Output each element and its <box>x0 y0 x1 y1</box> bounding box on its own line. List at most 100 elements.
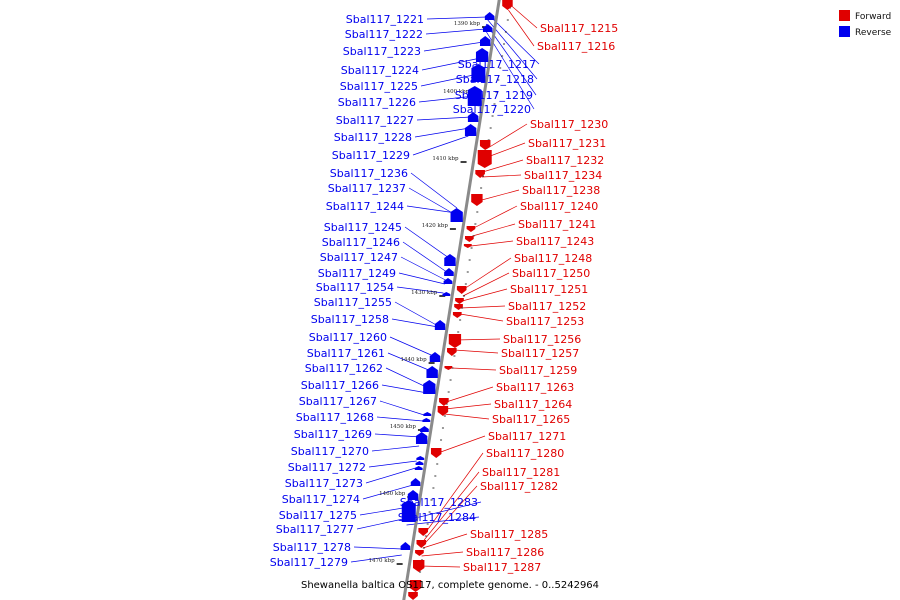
gene-label-sbal117_1224[interactable]: Sbal117_1224 <box>341 64 419 77</box>
gene-label-sbal117_1251[interactable]: Sbal117_1251 <box>510 283 588 296</box>
gene-label-sbal117_1287[interactable]: Sbal117_1287 <box>463 561 541 574</box>
gene-label-sbal117_1265[interactable]: Sbal117_1265 <box>492 413 570 426</box>
gene-label-sbal117_1249[interactable]: Sbal117_1249 <box>318 267 396 280</box>
gene-label-sbal117_1263[interactable]: Sbal117_1263 <box>496 381 574 394</box>
label-connector <box>404 226 450 259</box>
gene-label-sbal117_1254[interactable]: Sbal117_1254 <box>316 281 394 294</box>
scale-tick-label: 1470 kbp <box>369 558 396 564</box>
gene-label-sbal117_1237[interactable]: Sbal117_1237 <box>328 182 406 195</box>
gene-label-sbal117_1215[interactable]: Sbal117_1215 <box>540 22 618 35</box>
gene-label-sbal117_1282[interactable]: Sbal117_1282 <box>480 480 558 493</box>
gene-label-sbal117_1256[interactable]: Sbal117_1256 <box>503 333 581 346</box>
gene-label-sbal117_1261[interactable]: Sbal117_1261 <box>307 347 385 360</box>
gene-label-sbal117_1260[interactable]: Sbal117_1260 <box>309 331 387 344</box>
gene-label-sbal117_1221[interactable]: Sbal117_1221 <box>346 13 424 26</box>
scale-tick-label: 1400 kbp <box>443 89 470 95</box>
gene-label-sbal117_1226[interactable]: Sbal117_1226 <box>338 96 416 109</box>
gene-label-sbal117_1243[interactable]: Sbal117_1243 <box>516 235 594 248</box>
gene-label-sbal117_1271[interactable]: Sbal117_1271 <box>488 430 566 443</box>
gene-label-sbal117_1218[interactable]: Sbal117_1218 <box>456 73 534 86</box>
gene-label-sbal117_1220[interactable]: Sbal117_1220 <box>453 103 531 116</box>
gene-label-sbal117_1236[interactable]: Sbal117_1236 <box>330 167 408 180</box>
gene-label-sbal117_1250[interactable]: Sbal117_1250 <box>512 267 590 280</box>
label-connector <box>508 9 535 47</box>
gene-label-sbal117_1277[interactable]: Sbal117_1277 <box>276 523 354 536</box>
gene-label-sbal117_1268[interactable]: Sbal117_1268 <box>296 411 374 424</box>
gene-label-sbal117_1241[interactable]: Sbal117_1241 <box>518 218 596 231</box>
gene-label-sbal117_1244[interactable]: Sbal117_1244 <box>326 200 404 213</box>
label-connector <box>416 116 472 121</box>
gene-label-sbal117_1245[interactable]: Sbal117_1245 <box>324 221 402 234</box>
reverse-gene-glyph <box>482 24 493 32</box>
gene-label-sbal117_1255[interactable]: Sbal117_1255 <box>314 296 392 309</box>
gene-label-sbal117_1223[interactable]: Sbal117_1223 <box>343 45 421 58</box>
gene-label-sbal117_1285[interactable]: Sbal117_1285 <box>470 528 548 541</box>
gene-label-sbal117_1278[interactable]: Sbal117_1278 <box>273 541 351 554</box>
gene-label-sbal117_1269[interactable]: Sbal117_1269 <box>294 428 372 441</box>
gene-label-sbal117_1267[interactable]: Sbal117_1267 <box>299 395 377 408</box>
gene-label-sbal117_1283[interactable]: Sbal117_1283 <box>400 496 478 509</box>
gene-label-sbal117_1273[interactable]: Sbal117_1273 <box>285 477 363 490</box>
label-connector <box>402 241 447 273</box>
label-connector <box>425 28 486 35</box>
forward-gene-glyph <box>416 540 427 548</box>
gene-label-sbal117_1258[interactable]: Sbal117_1258 <box>311 313 389 326</box>
gene-label-sbal117_1228[interactable]: Sbal117_1228 <box>334 131 412 144</box>
gene-label-sbal117_1222[interactable]: Sbal117_1222 <box>345 28 423 41</box>
label-connector <box>374 433 421 438</box>
label-connector <box>461 305 506 309</box>
gene-label-sbal117_1246[interactable]: Sbal117_1246 <box>322 236 400 249</box>
gene-label-sbal117_1217[interactable]: Sbal117_1217 <box>458 58 536 71</box>
label-connector <box>406 516 480 526</box>
scale-tick-label: 1460 kbp <box>379 491 406 497</box>
gene-label-sbal117_1274[interactable]: Sbal117_1274 <box>282 493 360 506</box>
legend-forward-swatch <box>839 10 850 21</box>
label-connector <box>391 318 439 328</box>
reverse-gene-glyph <box>423 380 436 394</box>
label-connector <box>509 3 538 29</box>
gene-label-sbal117_1262[interactable]: Sbal117_1262 <box>305 362 383 375</box>
label-connector <box>437 435 486 454</box>
gene-label-sbal117_1231[interactable]: Sbal117_1231 <box>528 137 606 150</box>
gene-label-sbal117_1216[interactable]: Sbal117_1216 <box>537 40 615 53</box>
reverse-gene-glyph <box>414 466 423 470</box>
gene-label-sbal117_1259[interactable]: Sbal117_1259 <box>499 364 577 377</box>
gene-label-sbal117_1286[interactable]: Sbal117_1286 <box>466 546 544 559</box>
forward-gene-glyph <box>454 304 463 310</box>
reverse-gene-glyph <box>426 366 438 378</box>
gene-label-sbal117_1253[interactable]: Sbal117_1253 <box>506 315 584 328</box>
gene-label-sbal117_1232[interactable]: Sbal117_1232 <box>526 154 604 167</box>
gene-label-sbal117_1270[interactable]: Sbal117_1270 <box>291 445 369 458</box>
gene-label-sbal117_1264[interactable]: Sbal117_1264 <box>494 398 572 411</box>
gene-label-sbal117_1279[interactable]: Sbal117_1279 <box>270 556 348 569</box>
gene-label-sbal117_1238[interactable]: Sbal117_1238 <box>522 184 600 197</box>
label-connector <box>419 565 461 568</box>
gene-label-sbal117_1280[interactable]: Sbal117_1280 <box>486 447 564 460</box>
gene-label-sbal117_1284[interactable]: Sbal117_1284 <box>398 511 476 524</box>
forward-gene-glyph <box>463 244 472 248</box>
gene-label-sbal117_1240[interactable]: Sbal117_1240 <box>520 200 598 213</box>
gene-label-sbal117_1230[interactable]: Sbal117_1230 <box>530 118 608 131</box>
label-connector <box>414 127 470 138</box>
gene-label-sbal117_1248[interactable]: Sbal117_1248 <box>514 252 592 265</box>
gene-label-sbal117_1257[interactable]: Sbal117_1257 <box>501 347 579 360</box>
gene-label-sbal117_1229[interactable]: Sbal117_1229 <box>332 149 410 162</box>
gene-label-sbal117_1234[interactable]: Sbal117_1234 <box>524 169 602 182</box>
label-connector <box>426 16 488 20</box>
gene-label-sbal117_1272[interactable]: Sbal117_1272 <box>288 461 366 474</box>
gene-label-sbal117_1275[interactable]: Sbal117_1275 <box>279 509 357 522</box>
gene-label-sbal117_1252[interactable]: Sbal117_1252 <box>508 300 586 313</box>
gene-label-sbal117_1247[interactable]: Sbal117_1247 <box>320 251 398 264</box>
label-connector <box>481 174 522 178</box>
gene-label-sbal117_1281[interactable]: Sbal117_1281 <box>482 466 560 479</box>
label-connector <box>470 240 514 247</box>
reverse-gene-glyph <box>415 461 424 465</box>
label-connector <box>445 386 494 403</box>
forward-gene-glyph <box>471 194 483 206</box>
gene-label-sbal117_1227[interactable]: Sbal117_1227 <box>336 114 414 127</box>
gene-label-sbal117_1266[interactable]: Sbal117_1266 <box>301 379 379 392</box>
gene-label-sbal117_1219[interactable]: Sbal117_1219 <box>455 89 533 102</box>
gene-label-sbal117_1225[interactable]: Sbal117_1225 <box>340 80 418 93</box>
label-connector <box>408 187 456 216</box>
label-connector <box>420 73 479 87</box>
